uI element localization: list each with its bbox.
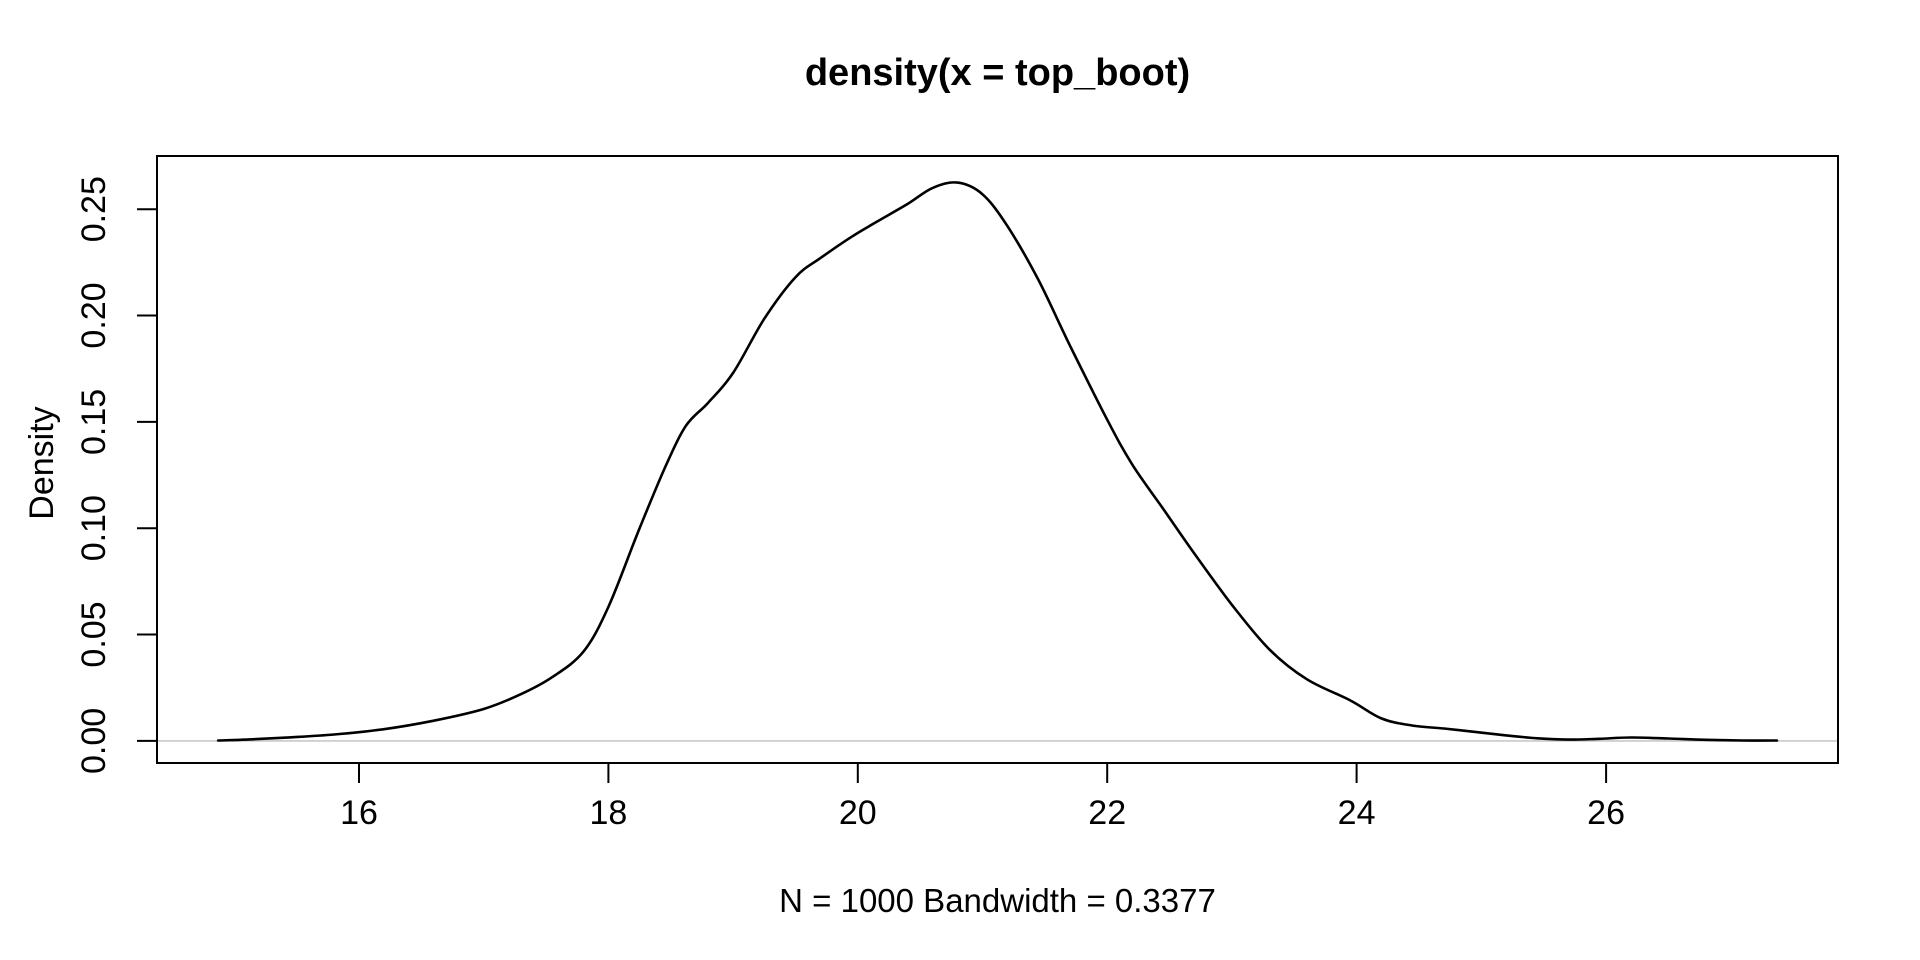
- y-tick-label: 0.25: [75, 176, 113, 242]
- x-tick-label: 20: [839, 794, 877, 832]
- y-tick-label: 0.05: [75, 601, 113, 667]
- x-tick-label: 22: [1088, 794, 1126, 832]
- plot-box: [156, 155, 1839, 764]
- x-tick-label: 26: [1587, 794, 1625, 832]
- x-tick-label: 18: [589, 794, 627, 832]
- y-tick-label: 0.20: [75, 282, 113, 348]
- density-curve: [216, 181, 1779, 742]
- y-tick-label: 0.00: [75, 708, 113, 774]
- x-tick-label: 16: [340, 794, 378, 832]
- y-tick-label: 0.10: [75, 495, 113, 561]
- y-tick-label: 0.15: [75, 389, 113, 455]
- x-tick-label: 24: [1338, 794, 1376, 832]
- y-axis-label: Density: [23, 406, 61, 520]
- plot-title: density(x = top_boot): [804, 52, 1191, 94]
- x-axis-annotation: N = 1000 Bandwidth = 0.3377: [779, 882, 1216, 919]
